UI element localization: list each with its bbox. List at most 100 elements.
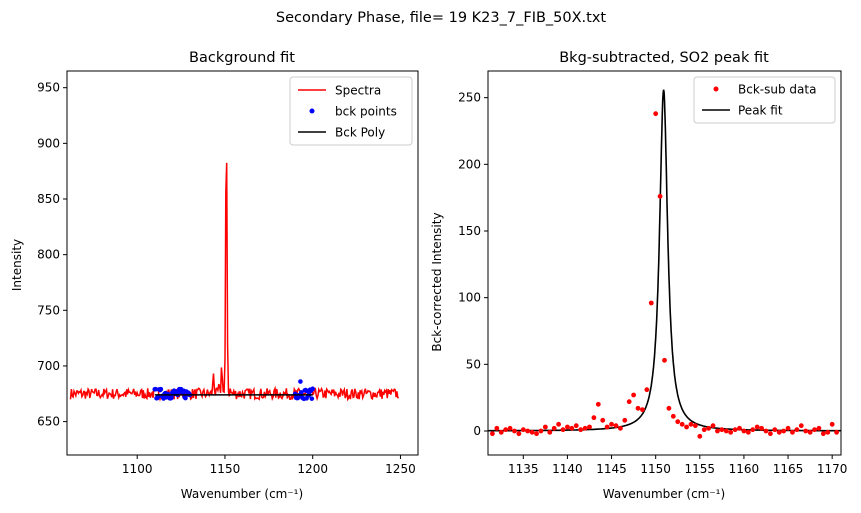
bck-sub-point [719, 427, 725, 433]
bck-sub-point [662, 357, 667, 363]
right-x-tick-label: 1145 [596, 462, 627, 476]
right-x-tick-label: 1165 [773, 462, 804, 476]
bck-sub-point [626, 399, 632, 405]
legend-swatch-left [309, 108, 315, 114]
bck-point [158, 386, 164, 392]
bck-sub-point [807, 429, 813, 435]
bck-sub-point [490, 431, 495, 437]
chart-title-left: Background fit [189, 50, 295, 66]
left-y-tick-label: 650 [37, 415, 60, 429]
bck-sub-point [609, 421, 614, 427]
spectra-line [69, 162, 400, 402]
bck-sub-point [688, 421, 694, 427]
legend-label-left: bck points [335, 105, 397, 119]
bck-sub-point [666, 405, 672, 411]
figure-suptitle: Secondary Phase, file= 19 K23_7_FIB_50X.… [276, 10, 607, 26]
right-y-tick-label: 250 [458, 91, 481, 105]
background-fit-chart: Background fit 1100 1150 1200 1250 650 700 750… [10, 50, 419, 501]
bck-sub-point [631, 392, 637, 398]
left-x-tick-label: 1100 [122, 462, 153, 476]
bck-sub-point [759, 425, 764, 431]
bck-sub-point [701, 427, 707, 433]
bck-sub-point [723, 428, 729, 434]
legend-swatch-right [713, 86, 719, 92]
left-x-tick-label: 1200 [297, 462, 328, 476]
bck-sub-point [582, 425, 588, 431]
bck-sub-point [565, 424, 570, 430]
bck-sub-point [560, 427, 566, 433]
bck-point [183, 395, 188, 401]
right-y-tick-label: 100 [458, 291, 481, 305]
bck-sub-point [653, 111, 659, 117]
bck-sub-point [732, 427, 738, 433]
bck-sub-point [741, 428, 747, 434]
left-x-tick-label: 1150 [210, 462, 241, 476]
legend-box-left [289, 76, 413, 146]
bck-point [298, 390, 304, 395]
bck-sub-point [569, 425, 575, 431]
bck-sub-point [834, 429, 839, 435]
bck-sub-point [772, 427, 778, 433]
x-axis-label-left: Wavenumber (cm⁻¹) [181, 487, 303, 501]
bck-sub-point [692, 423, 698, 429]
bck-sub-point [525, 428, 531, 434]
bck-sub-point [737, 425, 742, 431]
left-y-tick-label: 800 [37, 248, 60, 262]
legend-label-right: Bck-sub data [738, 83, 816, 97]
bck-sub-point [798, 423, 804, 429]
bck-sub-point [820, 431, 826, 437]
bck-sub-point [644, 387, 650, 393]
bck-sub-point [745, 429, 751, 435]
bck-sub-point [710, 423, 716, 429]
bck-sub-point [816, 425, 822, 431]
bck-sub-point [578, 427, 584, 433]
right-y-tick-label: 0 [473, 424, 481, 438]
bck-sub-point [768, 431, 773, 437]
bck-sub-point [556, 421, 561, 427]
bck-sub-point [516, 431, 522, 437]
bck-point [310, 386, 316, 392]
bck-sub-point [542, 424, 548, 430]
right-x-tick-label: 1160 [729, 462, 760, 476]
y-axis-label-right: Bck-corrected Intensity [430, 212, 444, 351]
bck-sub-point [494, 425, 500, 431]
bck-sub-point [613, 423, 619, 429]
bck-point [169, 395, 174, 401]
bck-sub-point [529, 429, 535, 435]
right-x-tick-label: 1150 [640, 462, 671, 476]
bck-sub-point [750, 427, 756, 433]
right-x-tick-label: 1140 [552, 462, 583, 476]
bck-sub-point [781, 428, 787, 434]
bck-sub-point [547, 429, 553, 435]
bck-sub-point [591, 415, 597, 421]
right-x-tick-label: 1135 [508, 462, 539, 476]
left-y-tick-label: 700 [37, 359, 60, 373]
bck-sub-point [763, 428, 769, 434]
bck-sub-point [776, 429, 782, 435]
left-y-tick-label: 900 [37, 136, 60, 150]
peak-fit-line [488, 89, 841, 432]
bck-sub-point [785, 425, 791, 431]
right-x-tick-label: 1170 [817, 462, 848, 476]
bck-point [153, 386, 158, 392]
bck-sub-point [825, 429, 831, 435]
right-axes-frame [487, 70, 842, 456]
plot-area-right: 1135 1140 1145 1150 1155 1160 1165 1170 0 50 100 15… [458, 70, 848, 476]
bck-sub-point [503, 427, 509, 433]
x-axis-label-right: Wavenumber (cm⁻¹) [603, 487, 725, 501]
bck-sub-point [684, 424, 689, 430]
y-axis-label-left: Intensity [10, 239, 24, 291]
bck-sub-point [790, 429, 795, 435]
bck-sub-point [512, 428, 517, 434]
bck-sub-point [812, 427, 817, 433]
bck-sub-point [534, 431, 539, 437]
bck-sub-point [697, 433, 703, 439]
bck-sub-point [679, 421, 685, 427]
left-x-tick-label: 1250 [385, 462, 416, 476]
bck-sub-point [803, 428, 809, 434]
bck-point [309, 396, 315, 401]
bck-sub-point [573, 423, 579, 429]
bck-sub-point [622, 417, 628, 423]
legend-label-right: Peak fit [738, 104, 783, 118]
legend-box-right [693, 76, 836, 124]
